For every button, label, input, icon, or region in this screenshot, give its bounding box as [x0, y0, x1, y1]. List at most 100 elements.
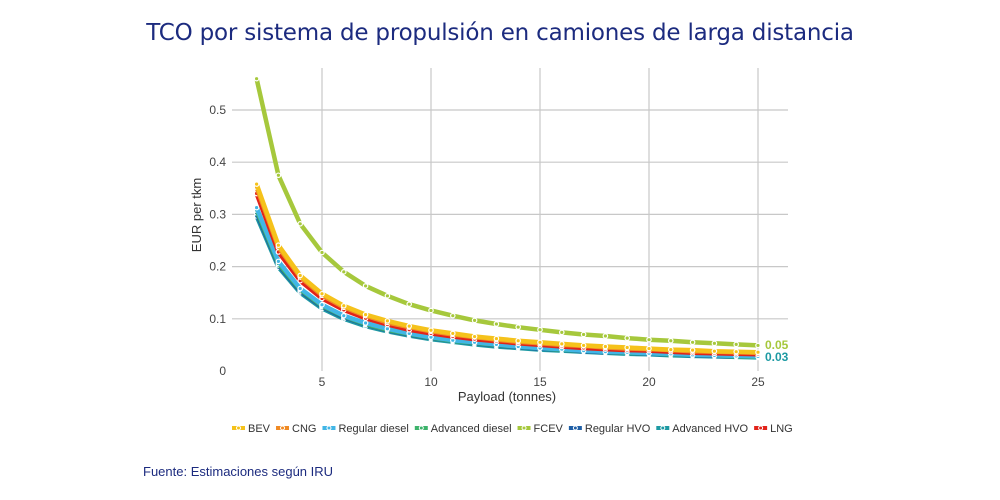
series-advanced-diesel: [253, 207, 761, 360]
data-point: [362, 320, 369, 326]
source-note: Fuente: Estimaciones según IRU: [143, 464, 334, 479]
data-point: [362, 311, 369, 318]
legend-item: LNG: [754, 423, 793, 435]
data-point: [537, 326, 543, 333]
data-point: [340, 269, 347, 275]
data-point: [646, 345, 652, 352]
data-point: [406, 323, 413, 329]
data-point: [340, 302, 347, 309]
legend-marker: [280, 425, 286, 431]
series-line: [254, 191, 761, 357]
series-cng: [253, 184, 761, 356]
data-point: [493, 335, 500, 342]
x-axis-label: Payload (tonnes): [458, 389, 556, 404]
series-regular-diesel: [253, 204, 761, 360]
data-point: [406, 301, 413, 307]
legend-item: FCEV: [517, 423, 564, 435]
end-value-label: 0.03: [765, 350, 789, 364]
data-point: [449, 312, 456, 319]
legend-item: Regular HVO: [568, 423, 651, 435]
data-point: [689, 339, 696, 346]
legend-label: BEV: [248, 423, 271, 435]
legend-marker: [758, 425, 764, 431]
data-point: [515, 324, 522, 330]
data-point: [384, 318, 391, 324]
y-tick-label: 0.1: [209, 312, 226, 326]
data-point: [253, 181, 260, 187]
data-point: [733, 341, 740, 348]
data-point: [319, 290, 325, 297]
data-point: [471, 317, 478, 324]
data-point: [297, 220, 304, 227]
legend-marker: [418, 425, 424, 431]
data-point: [602, 343, 609, 350]
series-line: [254, 213, 761, 360]
legend-label: Advanced HVO: [672, 423, 748, 435]
data-point: [340, 312, 347, 319]
data-point: [253, 204, 260, 211]
legend-item: Advanced diesel: [414, 423, 512, 435]
x-tick-label: 20: [642, 375, 656, 389]
data-point: [646, 336, 652, 343]
data-point: [755, 342, 761, 349]
legend-marker: [572, 425, 578, 431]
x-tick-label: 25: [751, 375, 765, 389]
series-fcev: [253, 75, 761, 349]
data-point: [755, 349, 761, 356]
legend-marker: [326, 425, 332, 431]
series-line: [254, 76, 761, 348]
y-tick-label: 0.5: [209, 103, 226, 117]
data-point: [624, 344, 631, 351]
y-tick-label: 0.2: [209, 260, 226, 274]
end-value-label: 0.05: [765, 338, 789, 352]
series-line: [254, 210, 761, 360]
data-point: [689, 347, 696, 353]
data-point: [362, 283, 369, 289]
y-tick-label: 0.4: [209, 155, 226, 169]
legend-marker: [236, 425, 241, 431]
data-point: [297, 285, 304, 292]
data-point: [319, 301, 325, 308]
data-point: [537, 339, 543, 346]
data-point: [580, 331, 587, 338]
data-point: [384, 293, 391, 299]
data-point: [275, 258, 282, 265]
series-line: [254, 185, 761, 355]
data-point: [602, 333, 609, 339]
data-point: [275, 242, 282, 248]
data-point: [297, 272, 304, 279]
data-point: [253, 75, 260, 82]
x-tick-label: 10: [424, 375, 438, 389]
data-point: [449, 330, 456, 337]
series-line: [254, 181, 761, 355]
series-regular-hvo: [253, 210, 761, 360]
data-point: [493, 321, 500, 327]
data-point: [428, 307, 434, 314]
data-point: [667, 337, 674, 344]
x-tick-label: 5: [319, 375, 326, 389]
legend-item: CNG: [276, 423, 316, 435]
series-line: [254, 205, 761, 359]
data-point: [319, 249, 325, 256]
chart-title: TCO por sistema de propulsión en camione…: [146, 20, 854, 46]
legend-item: Regular diesel: [322, 423, 409, 435]
data-point: [711, 340, 718, 347]
legend-item: Advanced HVO: [656, 423, 749, 435]
data-point: [580, 342, 587, 349]
legend-label: LNG: [770, 423, 793, 435]
data-point: [624, 335, 631, 341]
y-tick-label: 0: [219, 364, 226, 378]
x-tick-label: 15: [533, 375, 547, 389]
legend-label: CNG: [292, 423, 316, 435]
legend-label: Advanced diesel: [431, 423, 512, 435]
series-line: [254, 207, 761, 360]
legend-label: Regular HVO: [585, 423, 651, 435]
data-point: [667, 346, 674, 353]
legend-label: Regular diesel: [338, 423, 408, 435]
data-point: [471, 333, 478, 340]
data-point: [711, 348, 718, 354]
y-tick-label: 0.3: [209, 207, 226, 221]
y-axis-label: EUR per tkm: [189, 178, 204, 252]
legend-marker: [660, 425, 666, 431]
